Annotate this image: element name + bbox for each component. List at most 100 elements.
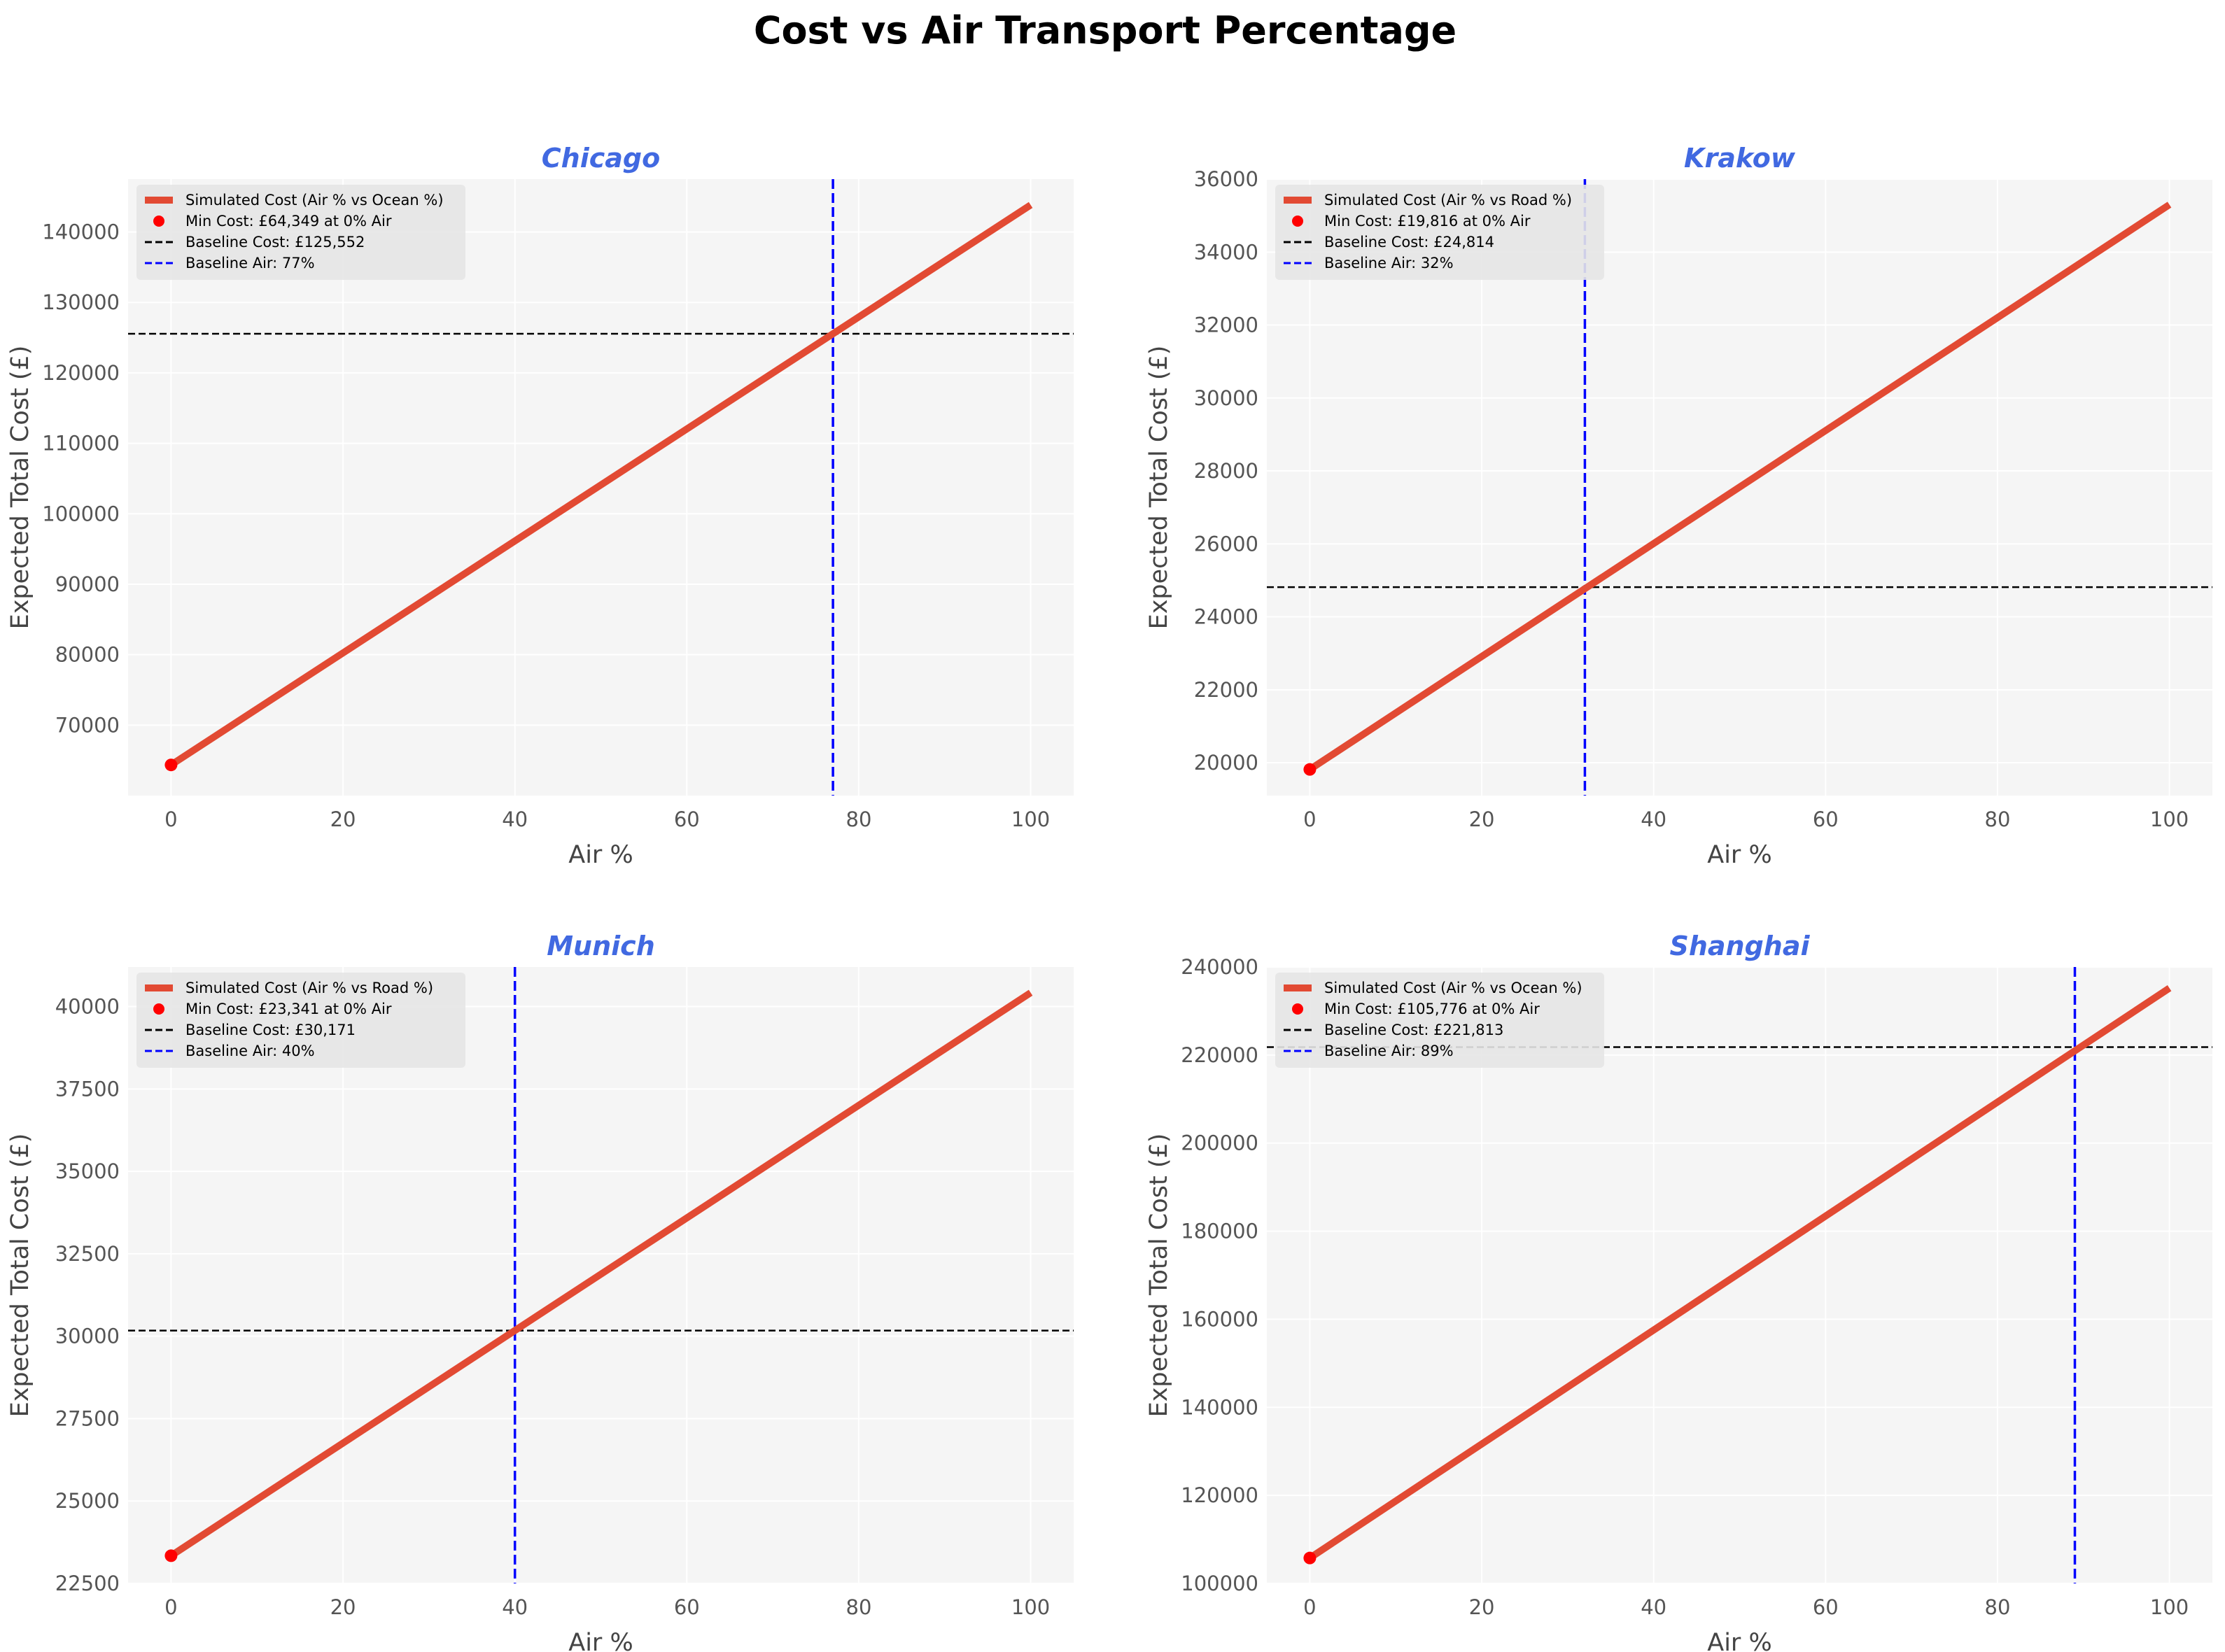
chart-munich-y-tick-label: 22500: [55, 1572, 120, 1595]
chart-shanghai-y-tick-label: 180000: [1181, 1220, 1258, 1243]
chart-shanghai-legend-min-cost-label: Min Cost: £105,776 at 0% Air: [1324, 1001, 1540, 1017]
chart-krakow-legend-box: [1275, 185, 1604, 280]
chart-chicago: 0 20 40 60 80 100 70000 80000 90000 100000 110000 1…: [6, 143, 1074, 869]
chart-chicago-y-tick-label: 80000: [55, 643, 120, 667]
chart-chicago-x-tick-label: 0: [164, 807, 177, 831]
chart-chicago-y-tick-label: 90000: [55, 572, 120, 596]
chart-krakow-legend-baseline-air-label: Baseline Air: 32%: [1324, 255, 1454, 271]
chart-munich-y-tick-label: 40000: [55, 995, 120, 1019]
chart-shanghai-min-cost-point: [1303, 1551, 1317, 1565]
chart-krakow-legend-min-cost-label: Min Cost: £19,816 at 0% Air: [1324, 213, 1531, 230]
chart-shanghai-y-tick-label: 240000: [1181, 955, 1258, 979]
chart-krakow-legend: Simulated Cost (Air % vs Road %) Min Cost…: [1275, 185, 1604, 280]
chart-munich-x-tick-label: 60: [674, 1595, 700, 1619]
chart-munich-legend-min-cost-swatch: [153, 1003, 164, 1015]
chart-munich-legend-baseline-air-label: Baseline Air: 40%: [185, 1043, 315, 1059]
chart-shanghai-legend-min-cost-swatch: [1292, 1003, 1303, 1015]
chart-munich-min-cost-point: [164, 1549, 178, 1562]
chart-shanghai-legend-simulated-label: Simulated Cost (Air % vs Ocean %): [1324, 980, 1582, 996]
chart-chicago-x-tick-label: 100: [1011, 807, 1050, 831]
chart-chicago-legend: Simulated Cost (Air % vs Ocean %) Min Cos…: [136, 185, 465, 280]
chart-chicago-legend-baseline-air-label: Baseline Air: 77%: [185, 255, 315, 271]
chart-krakow-y-axis-label: Expected Total Cost (£): [1145, 346, 1173, 630]
chart-chicago-y-tick-label: 140000: [42, 220, 120, 244]
chart-shanghai-x-tick-label: 60: [1813, 1595, 1839, 1619]
chart-shanghai-y-tick-label: 200000: [1181, 1131, 1258, 1155]
chart-munich: 0 20 40 60 80 100 22500 25000 27500 30000 32500 350…: [6, 931, 1074, 1652]
chart-krakow-x-tick-label: 40: [1641, 807, 1666, 831]
chart-munich-y-tick-label: 25000: [55, 1489, 120, 1513]
chart-munich-y-tick-label: 30000: [55, 1325, 120, 1348]
chart-krakow-x-tick-label: 100: [2150, 807, 2189, 831]
chart-munich-legend-baseline-cost-label: Baseline Cost: £30,171: [185, 1022, 356, 1038]
chart-shanghai-legend-baseline-air-label: Baseline Air: 89%: [1324, 1043, 1454, 1059]
chart-shanghai-x-tick-label: 20: [1469, 1595, 1495, 1619]
chart-munich-legend: Simulated Cost (Air % vs Road %) Min Cost…: [136, 973, 465, 1068]
chart-shanghai-x-tick-label: 100: [2150, 1595, 2189, 1619]
chart-krakow-y-tick-label: 34000: [1194, 240, 1258, 264]
chart-chicago-x-tick-label: 40: [502, 807, 528, 831]
chart-shanghai-x-tick-label: 80: [1985, 1595, 2011, 1619]
chart-krakow-y-tick-label: 26000: [1194, 532, 1258, 556]
chart-munich-x-tick-label: 80: [846, 1595, 872, 1619]
chart-shanghai-legend: Simulated Cost (Air % vs Ocean %) Min Cos…: [1275, 973, 1604, 1068]
chart-chicago-y-tick-label: 130000: [42, 290, 120, 314]
chart-chicago-y-tick-label: 70000: [55, 713, 120, 737]
chart-munich-legend-min-cost-label: Min Cost: £23,341 at 0% Air: [185, 1001, 392, 1017]
chart-krakow-y-tick-label: 22000: [1194, 678, 1258, 702]
chart-krakow-legend-simulated-label: Simulated Cost (Air % vs Road %): [1324, 192, 1572, 209]
chart-krakow-y-tick-label: 36000: [1194, 167, 1258, 191]
figure-title: Cost vs Air Transport Percentage: [754, 8, 1457, 52]
chart-chicago-x-tick-label: 80: [846, 807, 872, 831]
chart-shanghai-title: Shanghai: [1669, 931, 1810, 961]
chart-krakow-x-axis-label: Air %: [1707, 841, 1771, 869]
chart-krakow: 0 20 40 60 80 100 20000 22000 24000 26000 28000 300…: [1145, 143, 2212, 869]
chart-munich-y-tick-label: 37500: [55, 1077, 120, 1101]
chart-krakow-title: Krakow: [1684, 143, 1796, 174]
chart-krakow-y-tick-label: 20000: [1194, 751, 1258, 775]
chart-krakow-x-tick-label: 60: [1813, 807, 1839, 831]
chart-munich-title: Munich: [547, 931, 655, 961]
chart-munich-y-tick-label: 35000: [55, 1159, 120, 1183]
chart-munich-legend-simulated-label: Simulated Cost (Air % vs Road %): [185, 980, 433, 996]
chart-munich-x-tick-label: 100: [1011, 1595, 1050, 1619]
chart-krakow-y-tick-label: 24000: [1194, 605, 1258, 629]
chart-krakow-simulated-cost-line: [1307, 202, 2172, 772]
chart-chicago-y-tick-label: 100000: [42, 502, 120, 525]
chart-chicago-legend-min-cost-label: Min Cost: £64,349 at 0% Air: [185, 213, 392, 230]
chart-shanghai-x-tick-label: 0: [1303, 1595, 1316, 1619]
chart-krakow-min-cost-point: [1303, 763, 1317, 776]
chart-munich-y-tick-label: 27500: [55, 1406, 120, 1430]
chart-chicago-x-axis-label: Air %: [568, 841, 633, 869]
chart-chicago-legend-simulated-label: Simulated Cost (Air % vs Ocean %): [185, 192, 444, 209]
chart-munich-y-tick-label: 32500: [55, 1242, 120, 1266]
chart-krakow-y-tick-label: 28000: [1194, 459, 1258, 483]
chart-shanghai-legend-baseline-cost-label: Baseline Cost: £221,813: [1324, 1022, 1503, 1038]
chart-shanghai-y-tick-label: 220000: [1181, 1043, 1258, 1067]
chart-shanghai-y-tick-label: 140000: [1181, 1395, 1258, 1419]
chart-shanghai-y-tick-label: 160000: [1181, 1307, 1258, 1331]
chart-chicago-min-cost-point: [164, 758, 178, 772]
chart-munich-x-tick-label: 20: [330, 1595, 356, 1619]
chart-krakow-y-tick-label: 30000: [1194, 386, 1258, 410]
chart-chicago-y-tick-label: 120000: [42, 361, 120, 385]
chart-munich-y-axis-label: Expected Total Cost (£): [6, 1134, 34, 1418]
chart-shanghai-y-axis-label: Expected Total Cost (£): [1145, 1134, 1173, 1418]
chart-krakow-x-tick-label: 20: [1469, 807, 1495, 831]
chart-shanghai-legend-box: [1275, 973, 1604, 1068]
chart-chicago-y-tick-label: 110000: [42, 432, 120, 456]
chart-munich-x-tick-label: 40: [502, 1595, 528, 1619]
chart-chicago-legend-baseline-cost-label: Baseline Cost: £125,552: [185, 234, 365, 250]
chart-munich-legend-box: [136, 973, 465, 1068]
chart-chicago-legend-box: [136, 185, 465, 280]
chart-shanghai-x-axis-label: Air %: [1707, 1629, 1771, 1652]
chart-munich-x-axis-label: Air %: [568, 1629, 633, 1652]
chart-shanghai: 0 20 40 60 80 100 100000 120000 140000 160000 1800…: [1145, 931, 2212, 1652]
chart-krakow-legend-baseline-cost-label: Baseline Cost: £24,814: [1324, 234, 1494, 250]
chart-shanghai-y-tick-label: 120000: [1181, 1483, 1258, 1507]
chart-krakow-legend-min-cost-swatch: [1292, 216, 1303, 227]
chart-chicago-simulated-cost-line: [169, 202, 1033, 768]
chart-shanghai-x-tick-label: 40: [1641, 1595, 1666, 1619]
chart-munich-simulated-cost-line: [169, 989, 1033, 1559]
